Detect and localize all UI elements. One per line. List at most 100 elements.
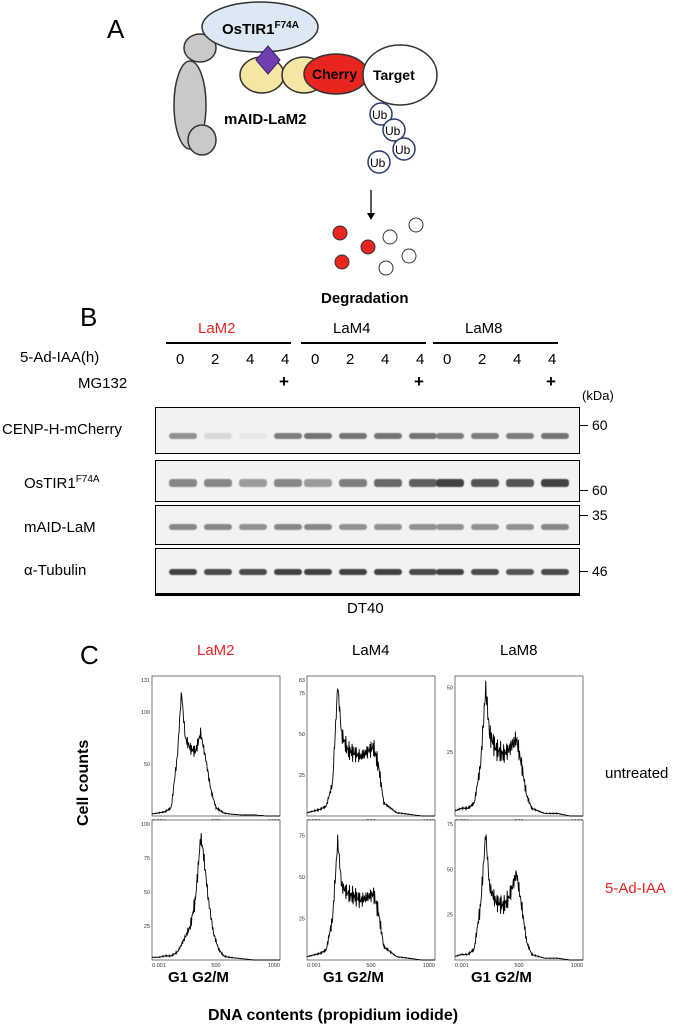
- y-tick-label: 25: [299, 917, 305, 923]
- x-tick-label: 0.001: [152, 963, 166, 969]
- blot-band: [374, 433, 402, 439]
- blot-band: [541, 479, 569, 487]
- fragment-white-4: [378, 260, 394, 276]
- x-tick-label: 500: [514, 963, 523, 969]
- fragment-red-2: [360, 239, 376, 255]
- ostir1-shape: [201, 1, 319, 53]
- blot-band: [304, 433, 332, 439]
- blot-band: [304, 479, 332, 487]
- y-tick-label: 100: [141, 710, 150, 716]
- row-label-untreated: untreated: [605, 765, 669, 782]
- panel-a-letter: A: [107, 14, 125, 44]
- blot-band: [409, 569, 437, 575]
- grey-adaptor-small: [183, 33, 217, 63]
- phase-label: G1 G2/M: [323, 969, 384, 986]
- fragment-red-1: [332, 225, 348, 241]
- marker-tick: [580, 571, 588, 572]
- x-tick-label: 1000: [268, 963, 280, 969]
- ub-label-3: Ub: [395, 143, 411, 157]
- arrow-head: [367, 213, 375, 220]
- blot-band: [471, 524, 499, 530]
- histogram-frame: [151, 819, 281, 961]
- blot-band: [409, 479, 437, 487]
- histogram-trace: [454, 680, 583, 817]
- time-point-label: 4: [548, 351, 557, 368]
- blot-band: [409, 524, 437, 530]
- blot-band: [204, 569, 232, 575]
- time-point-label: 4: [281, 351, 290, 368]
- row-label-treated: 5-Ad-IAA: [605, 880, 666, 897]
- time-point-label: 2: [478, 351, 487, 368]
- cell-line-label: DT40: [347, 600, 384, 617]
- dna-xlabel: DNA contents (propidium iodide): [208, 1007, 459, 1024]
- blot-band: [409, 433, 437, 439]
- panel-b-letter: B: [80, 302, 98, 332]
- phase-label: G1 G2/M: [168, 969, 229, 986]
- time-point-label: 0: [176, 351, 185, 368]
- blot-band: [204, 433, 232, 439]
- degradation-schematic: OsTIR1F74A Cherry Target mAID-LaM2 Ub Ub…: [173, 1, 438, 307]
- blot-group-label: LaM8: [465, 320, 503, 337]
- blot-band: [471, 433, 499, 439]
- mg132-mark: +: [279, 372, 289, 391]
- blot-band: [506, 569, 534, 575]
- blot-row-label: α-Tubulin: [24, 562, 87, 579]
- ub-circle-4: [367, 150, 391, 174]
- x-tick-label: 1000: [571, 963, 583, 969]
- blot-band: [239, 569, 267, 575]
- blot-band: [436, 433, 464, 439]
- blot-row-label-base: OsTIR1: [24, 475, 76, 492]
- cell-counts-ylabel: Cell counts: [75, 739, 92, 826]
- blot-band: [541, 569, 569, 575]
- y-tick-label: 50: [144, 762, 150, 768]
- blot-band: [169, 479, 197, 487]
- cherry-label: Cherry: [312, 66, 357, 82]
- y-tick-label: 83: [299, 678, 305, 684]
- blot-band: [274, 569, 302, 575]
- time-point-label: 0: [443, 351, 452, 368]
- blot-band: [374, 479, 402, 487]
- blot-group-label: LaM2: [198, 320, 236, 337]
- ub-circle-1: [369, 102, 393, 126]
- target-shape: [362, 44, 438, 106]
- y-tick-label: 25: [447, 750, 453, 756]
- y-tick-label: 50: [299, 875, 305, 881]
- histogram-trace: [454, 834, 583, 961]
- blot-group-label: LaM4: [333, 320, 371, 337]
- blot-band: [239, 524, 267, 530]
- panel-c-letter: C: [80, 640, 99, 670]
- marker-kda: 35: [592, 507, 608, 523]
- blot-band: [274, 479, 302, 487]
- marker-kda: 60: [592, 417, 608, 433]
- blot-row-label: CENP-H-mCherry: [2, 421, 122, 438]
- histogram-column-label: LaM8: [500, 642, 538, 659]
- y-tick-label: 75: [299, 834, 305, 840]
- treatment-label: 5-Ad-IAA(h): [20, 349, 100, 366]
- histogram-frame: [306, 819, 436, 961]
- blot-band: [304, 569, 332, 575]
- time-point-label: 0: [311, 351, 320, 368]
- y-tick-label: 50: [447, 867, 453, 873]
- blot-row-label: OsTIR1F74A: [24, 474, 100, 492]
- time-point-label: 2: [211, 351, 220, 368]
- blot-band: [506, 524, 534, 530]
- blot-row-label: mAID-LaM: [24, 519, 96, 536]
- blot-group-underline: [433, 342, 558, 344]
- time-point-label: 4: [513, 351, 522, 368]
- degradation-label: Degradation: [321, 290, 409, 307]
- histogram-plot: 100 75 50 25 0.001 500 1000: [141, 819, 281, 969]
- blot-band: [339, 569, 367, 575]
- blot-band: [339, 524, 367, 530]
- blot-band: [239, 479, 267, 487]
- cell-line-underline: [155, 593, 580, 595]
- blot-band: [374, 569, 402, 575]
- time-point-label: 4: [381, 351, 390, 368]
- blot-band: [506, 433, 534, 439]
- histogram-plot: 75 50 25 0.001 500 1000: [447, 819, 584, 969]
- histogram-trace: [151, 833, 280, 961]
- mg132-mark: +: [414, 372, 424, 391]
- kda-label: (kDa): [582, 388, 614, 403]
- histogram-trace: [151, 692, 280, 817]
- blot-band: [541, 433, 569, 439]
- fragment-white-2: [408, 217, 424, 233]
